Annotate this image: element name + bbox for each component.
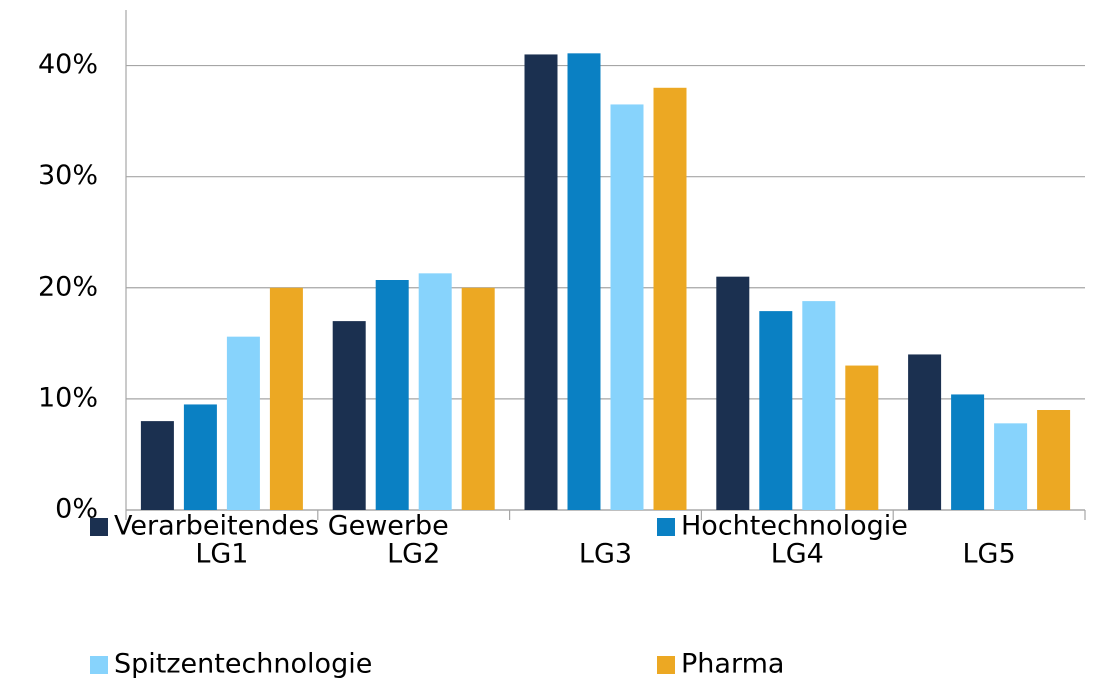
bar	[845, 365, 879, 510]
bar	[226, 336, 260, 510]
legend-swatch	[90, 518, 108, 536]
bar	[140, 421, 174, 510]
bar	[461, 287, 495, 510]
bar	[183, 404, 217, 510]
bar	[994, 423, 1028, 510]
bar	[375, 280, 409, 510]
bar	[802, 301, 836, 510]
legend-swatch	[657, 656, 675, 674]
bar	[610, 104, 644, 510]
bar	[951, 394, 985, 510]
bar	[759, 311, 793, 510]
bar	[716, 276, 750, 510]
legend-label: Pharma	[681, 649, 784, 680]
legend-swatch	[90, 656, 108, 674]
y-tick-label: 10%	[38, 382, 98, 413]
y-tick-label: 30%	[38, 160, 98, 191]
bar	[567, 53, 601, 510]
bar	[332, 321, 366, 510]
x-tick-label: LG5	[963, 539, 1016, 570]
legend-swatch	[657, 518, 675, 536]
x-tick-label: LG3	[579, 539, 632, 570]
bar	[418, 273, 452, 510]
x-tick-label: LG2	[387, 539, 440, 570]
bar	[1037, 410, 1071, 510]
legend-label: Spitzentechnologie	[114, 649, 372, 680]
y-tick-label: 20%	[38, 271, 98, 302]
legend-label: Hochtechnologie	[681, 511, 908, 542]
y-tick-label: 40%	[38, 49, 98, 80]
bar	[269, 287, 303, 510]
legend-label: Verarbeitendes Gewerbe	[114, 511, 449, 542]
bar	[908, 354, 942, 510]
bar	[524, 54, 558, 510]
x-tick-label: LG1	[195, 539, 248, 570]
bar	[653, 87, 687, 511]
x-tick-label: LG4	[771, 539, 824, 570]
